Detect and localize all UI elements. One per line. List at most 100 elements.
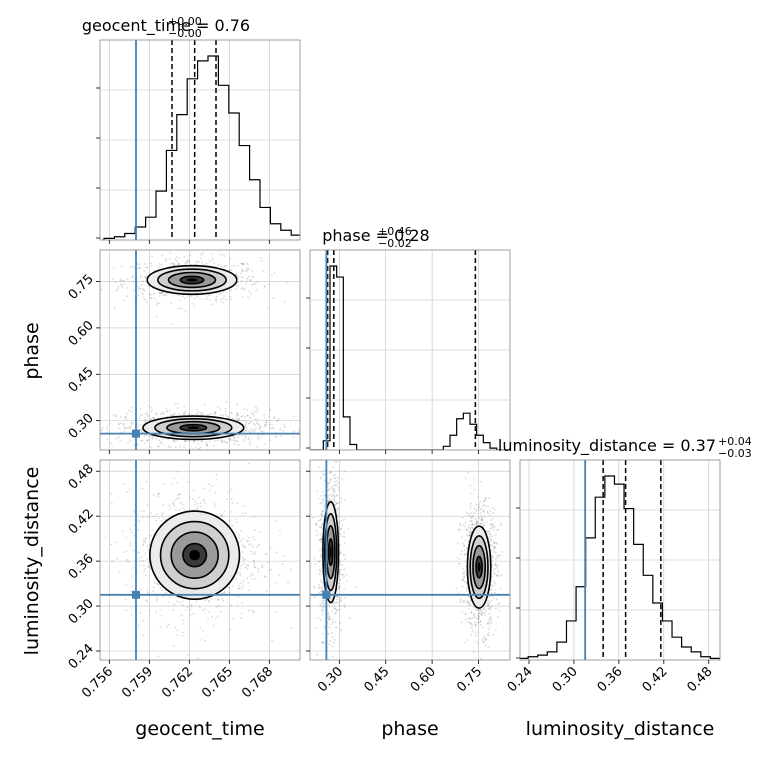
- scatter-point: [246, 267, 248, 270]
- scatter-point: [473, 616, 476, 618]
- scatter-point: [139, 274, 142, 277]
- scatter-point: [139, 287, 142, 290]
- scatter-point: [321, 641, 324, 644]
- scatter-point: [483, 612, 486, 614]
- scatter-point: [261, 566, 264, 568]
- scatter-point: [240, 276, 243, 279]
- scatter-point: [318, 539, 321, 541]
- scatter-point: [463, 544, 466, 547]
- scatter-point: [317, 617, 320, 619]
- scatter-point: [169, 446, 172, 449]
- scatter-point: [475, 521, 478, 524]
- scatter-point: [250, 550, 253, 553]
- scatter-point: [187, 413, 190, 416]
- scatter-point: [213, 597, 216, 600]
- scatter-point: [333, 497, 336, 500]
- scatter-point: [244, 423, 247, 426]
- scatter-point: [321, 589, 324, 591]
- scatter-point: [483, 606, 486, 608]
- scatter-point: [316, 489, 319, 492]
- scatter-point: [148, 293, 151, 296]
- scatter-point: [194, 260, 197, 263]
- scatter-point: [265, 421, 267, 424]
- scatter-point: [263, 416, 266, 419]
- scatter-point: [315, 626, 318, 629]
- scatter-point: [332, 602, 335, 605]
- scatter-point: [244, 546, 246, 548]
- scatter-point: [237, 587, 240, 590]
- scatter-point: [495, 564, 498, 567]
- scatter-point: [251, 412, 253, 415]
- scatter-point: [244, 566, 247, 569]
- scatter-point: [136, 263, 139, 266]
- scatter-point: [328, 605, 331, 608]
- scatter-point: [483, 500, 485, 503]
- scatter-point: [169, 258, 171, 260]
- scatter-point: [170, 302, 173, 305]
- scatter-point: [158, 302, 161, 304]
- scatter-point: [464, 600, 467, 603]
- scatter-point: [321, 608, 324, 611]
- scatter-point: [154, 297, 157, 300]
- scatter-point: [252, 610, 255, 613]
- scatter-point: [490, 622, 493, 625]
- scatter-point: [338, 598, 341, 600]
- scatter-point: [328, 643, 331, 646]
- scatter-point: [487, 505, 490, 508]
- scatter-point: [222, 592, 224, 594]
- scatter-point: [126, 287, 129, 289]
- scatter-point: [313, 557, 316, 560]
- scatter-point: [245, 279, 248, 281]
- scatter-point: [243, 287, 246, 290]
- scatter-point: [227, 586, 230, 589]
- scatter-point: [122, 424, 125, 426]
- panel-frame: [309, 459, 511, 661]
- scatter-point: [172, 439, 175, 442]
- scatter-point: [250, 572, 253, 575]
- scatter-point: [493, 572, 496, 575]
- scatter-point: [456, 556, 459, 559]
- scatter-point: [481, 611, 484, 614]
- scatter-point: [329, 477, 332, 480]
- scatter-point: [158, 265, 161, 268]
- scatter-point: [174, 446, 177, 449]
- scatter-point: [477, 608, 479, 611]
- scatter-point: [320, 510, 323, 513]
- contour-line: [475, 555, 483, 579]
- scatter-point: [488, 609, 491, 611]
- scatter-point: [240, 279, 243, 282]
- scatter-point: [468, 603, 471, 606]
- scatter-point: [237, 285, 240, 287]
- scatter-point: [228, 586, 231, 589]
- density-fill: [187, 426, 200, 430]
- scatter-point: [329, 640, 332, 642]
- scatter-point: [247, 296, 249, 299]
- scatter-point: [493, 508, 496, 511]
- scatter-point: [226, 498, 228, 501]
- scatter-point: [336, 494, 339, 497]
- scatter-point: [320, 476, 323, 479]
- scatter-point: [334, 460, 337, 463]
- scatter-point: [269, 427, 272, 430]
- scatter-point: [460, 621, 463, 624]
- scatter-point: [492, 548, 495, 551]
- scatter-point: [469, 530, 472, 533]
- scatter-point: [256, 545, 259, 548]
- scatter-point: [256, 445, 259, 448]
- scatter-point: [220, 514, 223, 517]
- scatter-point: [179, 493, 182, 496]
- scatter-point: [214, 491, 217, 494]
- scatter-point: [460, 598, 463, 600]
- scatter-point: [138, 521, 141, 524]
- scatter-point: [184, 310, 187, 312]
- scatter-point: [253, 564, 256, 566]
- scatter-point: [319, 619, 322, 622]
- scatter-point: [128, 560, 131, 563]
- scatter-point: [471, 516, 474, 519]
- scatter-point: [490, 544, 493, 547]
- scatter-point: [256, 421, 259, 424]
- scatter-point: [179, 501, 182, 504]
- scatter-point: [287, 581, 289, 584]
- scatter-point: [479, 608, 482, 611]
- scatter-point: [501, 550, 503, 553]
